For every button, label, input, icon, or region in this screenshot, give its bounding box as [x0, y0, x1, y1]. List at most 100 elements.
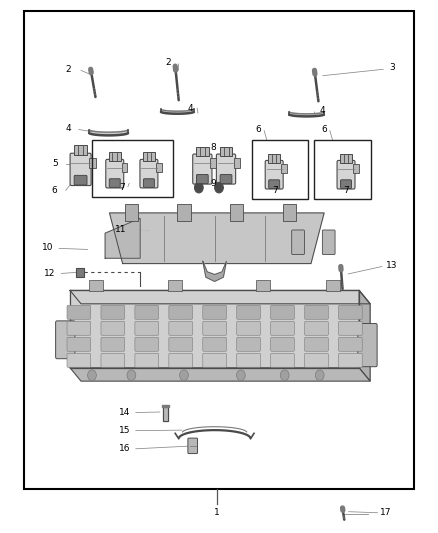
FancyBboxPatch shape [89, 280, 103, 291]
Text: 13: 13 [386, 261, 398, 270]
Text: 14: 14 [119, 408, 131, 417]
FancyBboxPatch shape [230, 204, 243, 221]
FancyBboxPatch shape [337, 160, 355, 189]
FancyBboxPatch shape [339, 353, 362, 367]
Circle shape [88, 370, 96, 381]
FancyBboxPatch shape [135, 321, 159, 335]
FancyBboxPatch shape [74, 175, 87, 185]
FancyBboxPatch shape [256, 280, 270, 291]
FancyBboxPatch shape [188, 438, 198, 454]
Polygon shape [105, 219, 140, 258]
Polygon shape [163, 407, 168, 421]
FancyBboxPatch shape [89, 158, 96, 168]
FancyBboxPatch shape [339, 337, 362, 351]
FancyBboxPatch shape [196, 147, 208, 156]
Bar [24, 11, 414, 489]
FancyBboxPatch shape [67, 337, 91, 351]
Text: 9: 9 [211, 179, 217, 188]
FancyBboxPatch shape [140, 159, 158, 188]
Text: 11: 11 [115, 225, 126, 233]
FancyBboxPatch shape [271, 337, 294, 351]
FancyBboxPatch shape [101, 337, 125, 351]
FancyBboxPatch shape [268, 154, 280, 163]
FancyBboxPatch shape [135, 305, 159, 319]
FancyBboxPatch shape [322, 230, 335, 254]
Polygon shape [70, 368, 370, 381]
FancyBboxPatch shape [237, 337, 261, 351]
FancyBboxPatch shape [281, 164, 287, 173]
Text: 12: 12 [44, 269, 55, 278]
FancyBboxPatch shape [220, 147, 232, 156]
FancyBboxPatch shape [125, 204, 138, 221]
FancyBboxPatch shape [271, 353, 294, 367]
FancyBboxPatch shape [177, 204, 191, 221]
Circle shape [237, 370, 245, 381]
Polygon shape [70, 290, 359, 368]
Circle shape [280, 370, 289, 381]
Text: 4: 4 [188, 104, 193, 112]
FancyBboxPatch shape [101, 353, 125, 367]
FancyBboxPatch shape [269, 180, 279, 189]
FancyBboxPatch shape [203, 353, 226, 367]
FancyBboxPatch shape [265, 160, 283, 189]
Bar [314, 140, 371, 199]
FancyBboxPatch shape [210, 158, 216, 168]
FancyBboxPatch shape [305, 353, 328, 367]
FancyBboxPatch shape [70, 154, 91, 185]
FancyBboxPatch shape [56, 321, 75, 359]
FancyBboxPatch shape [203, 321, 226, 335]
FancyBboxPatch shape [234, 158, 240, 168]
FancyBboxPatch shape [203, 337, 226, 351]
FancyBboxPatch shape [271, 305, 294, 319]
FancyBboxPatch shape [203, 305, 226, 319]
FancyBboxPatch shape [135, 337, 159, 351]
FancyBboxPatch shape [143, 152, 155, 161]
FancyBboxPatch shape [305, 321, 328, 335]
Text: 8: 8 [211, 143, 217, 152]
FancyBboxPatch shape [237, 353, 261, 367]
FancyBboxPatch shape [169, 353, 193, 367]
FancyBboxPatch shape [143, 179, 154, 188]
FancyBboxPatch shape [237, 321, 261, 335]
FancyBboxPatch shape [169, 321, 193, 335]
Circle shape [180, 370, 188, 381]
Text: 7: 7 [272, 186, 278, 195]
FancyBboxPatch shape [197, 174, 208, 183]
Text: 4: 4 [65, 124, 71, 133]
FancyBboxPatch shape [340, 154, 352, 163]
FancyBboxPatch shape [358, 324, 377, 367]
FancyBboxPatch shape [122, 163, 127, 172]
Polygon shape [89, 130, 128, 135]
Polygon shape [110, 213, 324, 263]
Circle shape [215, 182, 223, 193]
Text: 7: 7 [119, 183, 125, 192]
Polygon shape [289, 112, 324, 116]
FancyBboxPatch shape [271, 321, 294, 335]
FancyBboxPatch shape [169, 337, 193, 351]
FancyBboxPatch shape [67, 305, 91, 319]
FancyBboxPatch shape [101, 305, 125, 319]
Text: 7: 7 [343, 186, 349, 195]
FancyBboxPatch shape [292, 230, 304, 254]
Text: 17: 17 [380, 508, 391, 517]
FancyBboxPatch shape [220, 174, 232, 183]
FancyBboxPatch shape [305, 305, 328, 319]
FancyBboxPatch shape [237, 305, 261, 319]
FancyBboxPatch shape [216, 154, 236, 184]
Polygon shape [359, 290, 370, 381]
FancyBboxPatch shape [67, 353, 91, 367]
FancyBboxPatch shape [109, 152, 120, 161]
FancyBboxPatch shape [341, 180, 352, 189]
Text: 15: 15 [119, 426, 131, 435]
Circle shape [194, 182, 203, 193]
FancyBboxPatch shape [283, 204, 296, 221]
Text: 2: 2 [166, 59, 171, 67]
FancyBboxPatch shape [168, 280, 182, 291]
Bar [92, 140, 173, 197]
FancyBboxPatch shape [353, 164, 359, 173]
FancyBboxPatch shape [156, 163, 162, 172]
FancyBboxPatch shape [339, 321, 362, 335]
FancyBboxPatch shape [67, 321, 91, 335]
FancyBboxPatch shape [101, 321, 125, 335]
Polygon shape [161, 109, 194, 114]
